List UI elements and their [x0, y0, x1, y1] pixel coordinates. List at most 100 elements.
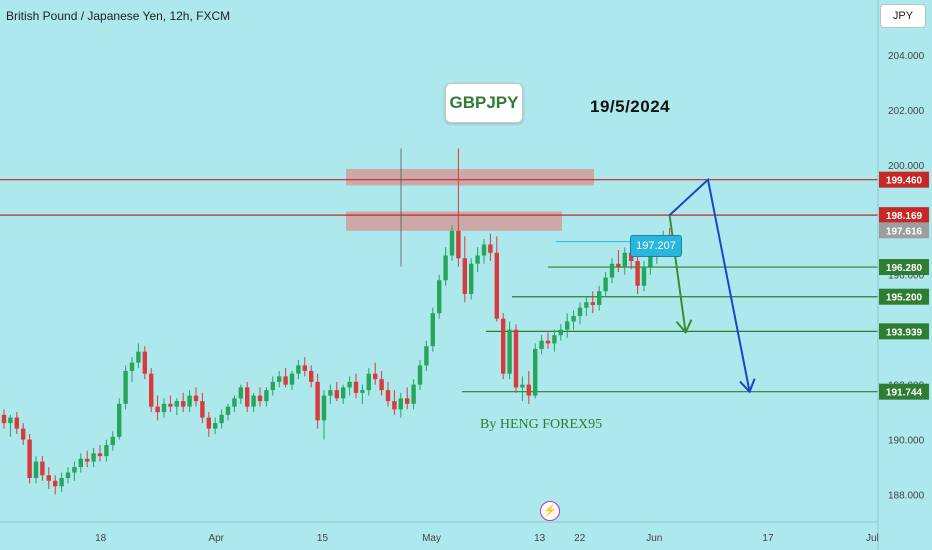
candle-body [449, 230, 455, 256]
symbol-badge: GBPJPY [445, 83, 523, 123]
candle-body [430, 313, 435, 347]
candle-body [552, 335, 557, 344]
candle-body [545, 340, 551, 344]
chart-title: British Pound / Japanese Yen, 12h, FXCM [6, 9, 231, 23]
candle-body [360, 390, 365, 393]
date-annotation: 19/5/2024 [590, 97, 671, 116]
candle-body [366, 373, 371, 391]
time-tick-label: 18 [95, 533, 107, 544]
level-price-tag [879, 288, 929, 305]
candle-body [142, 351, 147, 374]
candle-body [565, 321, 570, 330]
candle-body [181, 401, 186, 407]
time-tick-label: May [422, 533, 441, 544]
candle-body [590, 302, 595, 305]
candlesticks [1, 148, 672, 495]
candle-body [405, 398, 410, 404]
projection-arrows [668, 177, 756, 394]
candle-body [417, 365, 423, 385]
candle-body [321, 395, 327, 421]
candle-body [622, 252, 627, 267]
candle-body [424, 346, 429, 366]
candle-body [334, 390, 339, 399]
candle-body [469, 263, 474, 294]
candle-body [27, 439, 32, 479]
candle-body [213, 423, 218, 429]
candle-body [309, 370, 314, 382]
resistance-zone [346, 211, 562, 231]
candle-body [475, 255, 480, 264]
horizontal-levels [0, 179, 878, 393]
price-tick-label: 200.000 [888, 161, 925, 172]
candle-body [161, 403, 167, 413]
level-price-tag [879, 207, 929, 224]
candle-body [526, 384, 531, 396]
candle-body [97, 453, 103, 457]
candle-body [513, 329, 519, 388]
level-price-label: 196.280 [886, 263, 923, 274]
candle-body [85, 458, 90, 462]
candle-body [46, 475, 51, 481]
candle-body [494, 252, 499, 319]
level-price-tag [879, 259, 929, 276]
candle-body [40, 461, 45, 476]
candle-body [155, 406, 160, 413]
candle-body [277, 376, 282, 382]
price-tick-label: 202.000 [888, 106, 925, 117]
candle-body [8, 417, 13, 424]
time-tick-label: 15 [317, 533, 329, 544]
candle-body [53, 480, 58, 487]
level-price-tag [879, 222, 929, 239]
projection-arrow [668, 177, 751, 392]
price-tick-label: 190.000 [888, 436, 925, 447]
candle-body [59, 478, 64, 487]
candle-body [200, 401, 205, 418]
candle-body [558, 329, 563, 336]
candle-body [225, 406, 231, 415]
candle-body [488, 244, 493, 253]
candle-body [245, 387, 250, 407]
candle-body [507, 329, 512, 374]
candle-body [353, 381, 359, 393]
candle-body [398, 398, 403, 410]
candle-body [539, 340, 544, 349]
candle-body [78, 458, 83, 468]
candle-body [206, 417, 211, 429]
candle-body [456, 230, 461, 259]
candle-body [443, 255, 448, 281]
candle-body [462, 258, 467, 294]
projection-arrow [668, 214, 687, 333]
candle-body [648, 255, 653, 267]
candle-body [1, 414, 7, 424]
time-tick-label: 17 [762, 533, 774, 544]
price-tick-label: 196.000 [888, 271, 925, 282]
author-annotation: By HENG FOREX95 [480, 417, 603, 432]
candle-body [123, 370, 128, 404]
level-price-tag [879, 383, 929, 400]
candle-body [264, 390, 269, 402]
candle-body [501, 318, 506, 374]
candle-body [481, 244, 487, 256]
currency-button[interactable]: JPY [880, 4, 926, 28]
candle-body [302, 365, 307, 371]
candle-body [65, 472, 71, 479]
candle-body [168, 403, 173, 407]
level-price-label: 199.460 [886, 176, 923, 187]
candle-body [392, 401, 397, 410]
candle-body [232, 398, 237, 407]
price-tick-label: 188.000 [888, 491, 925, 502]
level-price-tag [879, 171, 929, 188]
candle-body [411, 384, 416, 404]
candle-body [129, 362, 135, 371]
candle-body [379, 379, 384, 391]
time-tick-label: Jul [866, 533, 879, 544]
candle-body [33, 461, 39, 479]
candle-body [571, 315, 576, 322]
candle-body [174, 401, 179, 407]
level-price-tag [879, 323, 929, 340]
candle-body [289, 373, 295, 385]
lightning-logo-icon[interactable]: ⚡ [540, 501, 560, 521]
candle-body [341, 387, 346, 399]
candle-body [635, 261, 640, 286]
